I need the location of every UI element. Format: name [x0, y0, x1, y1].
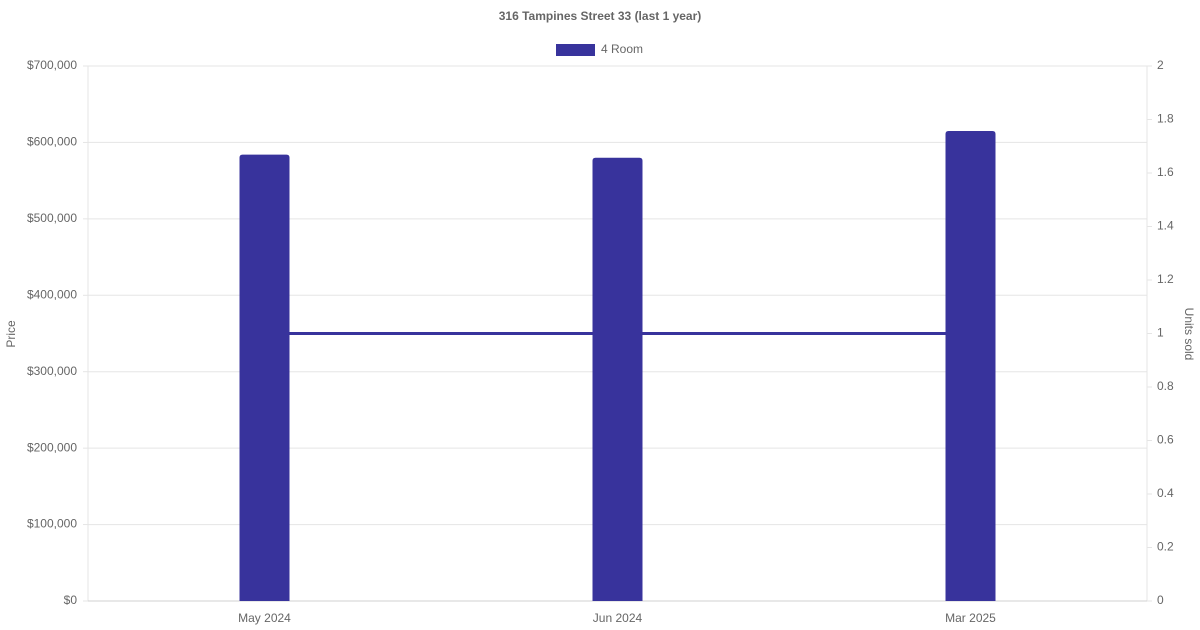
legend-swatch — [556, 44, 595, 56]
y2-tick-label: 2 — [1157, 58, 1164, 72]
legend-label: 4 Room — [601, 42, 643, 56]
y2-tick-label: 1 — [1157, 326, 1164, 340]
bar — [239, 154, 290, 601]
y2-axis-title: Units sold — [1182, 308, 1196, 361]
y2-tick-label: 0.2 — [1157, 540, 1174, 554]
x-tick-label: Jun 2024 — [593, 611, 643, 625]
y-tick-label: $700,000 — [27, 58, 77, 72]
y2-tick-label: 0.4 — [1157, 486, 1174, 500]
y-tick-label: $100,000 — [27, 517, 77, 531]
y2-tick-label: 0.8 — [1157, 379, 1174, 393]
y-tick-label: $500,000 — [27, 211, 77, 225]
x-tick-label: Mar 2025 — [945, 611, 996, 625]
bar — [945, 130, 996, 601]
y-tick-label: $300,000 — [27, 364, 77, 378]
y2-tick-label: 1.8 — [1157, 112, 1174, 126]
y2-tick-label: 1.4 — [1157, 219, 1174, 233]
y2-tick-label: 0 — [1157, 593, 1164, 607]
chart-title: 316 Tampines Street 33 (last 1 year) — [499, 9, 702, 23]
y-tick-label: $600,000 — [27, 135, 77, 149]
y2-tick-label: 1.2 — [1157, 272, 1174, 286]
y-tick-label: $400,000 — [27, 287, 77, 301]
x-tick-label: May 2024 — [238, 611, 291, 625]
y-axis-title: Price — [4, 320, 18, 348]
y-tick-label: $0 — [64, 593, 78, 607]
y2-tick-label: 1.6 — [1157, 165, 1174, 179]
y-tick-label: $200,000 — [27, 440, 77, 454]
y2-tick-label: 0.6 — [1157, 433, 1174, 447]
bar — [592, 157, 643, 601]
